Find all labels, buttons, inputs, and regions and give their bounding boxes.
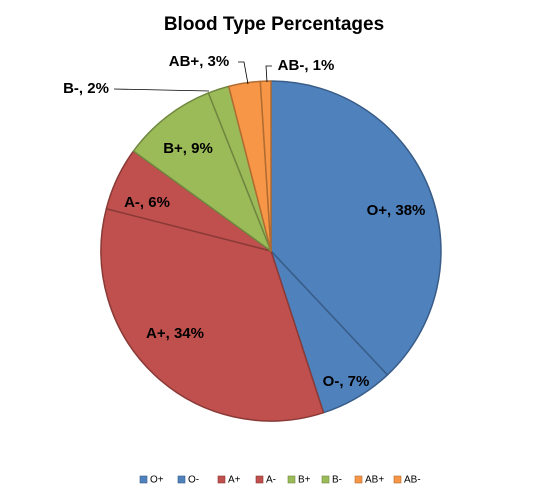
data-labels: O+, 38% O-, 7% A+, 34% A-, 6% B+, 9% B-, 2% AB…	[63, 53, 425, 390]
legend-label-ab-neg: AB-	[404, 475, 421, 486]
data-label-o-neg: O-, 7%	[323, 373, 370, 390]
data-label-ab-neg: AB-, 1%	[278, 57, 335, 74]
legend-swatch-o-neg	[177, 475, 186, 484]
data-label-o-pos: O+, 38%	[367, 202, 426, 219]
legend-label-o-pos: O+	[150, 475, 164, 486]
data-label-b-neg: B-, 2%	[63, 80, 109, 97]
slice-a-pos	[100, 207, 325, 422]
data-label-b-pos: B+, 9%	[163, 140, 213, 157]
leader-line-b-neg	[113, 88, 210, 92]
legend-label-ab-pos: AB+	[365, 475, 384, 486]
legend-swatch-b-pos	[287, 475, 296, 484]
leader-lines	[113, 61, 272, 92]
data-label-a-pos: A+, 34%	[146, 325, 204, 342]
leader-line-ab-pos	[238, 61, 249, 85]
legend-swatch-a-pos	[217, 475, 226, 484]
chart-title: Blood Type Percentages	[164, 14, 384, 35]
legend-swatch-o-pos	[139, 475, 148, 484]
legend-swatch-b-neg	[321, 475, 330, 484]
leader-line-ab-neg	[265, 65, 272, 83]
legend-label-b-pos: B+	[298, 475, 311, 486]
legend-swatch-ab-pos	[354, 475, 363, 484]
data-label-a-neg: A-, 6%	[124, 194, 170, 211]
legend: O+ O- A+ A- B+ B- AB+ AB-	[139, 475, 421, 486]
slice-ab-neg	[259, 80, 272, 252]
data-label-ab-pos: AB+, 3%	[169, 53, 229, 70]
slice-o-pos	[270, 80, 442, 376]
legend-label-a-neg: A-	[266, 475, 276, 486]
slice-b-pos	[132, 92, 272, 252]
legend-swatch-ab-neg	[393, 475, 402, 484]
legend-label-a-pos: A+	[228, 475, 241, 486]
legend-label-b-neg: B-	[332, 475, 342, 486]
legend-label-o-neg: O-	[188, 475, 199, 486]
pie-slices	[100, 80, 442, 422]
legend-swatch-a-neg	[255, 475, 264, 484]
